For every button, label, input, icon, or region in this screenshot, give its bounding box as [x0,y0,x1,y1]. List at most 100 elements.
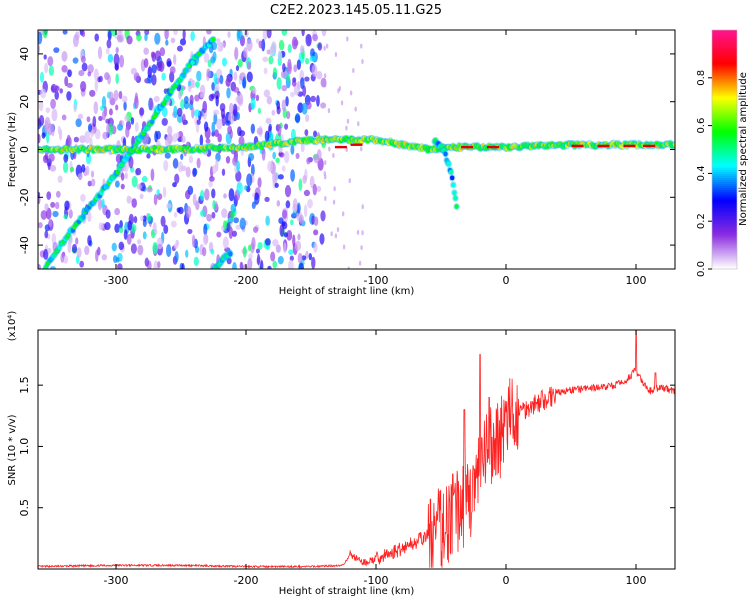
noise-blob [320,210,326,222]
noise-blob [291,79,297,87]
noise-blob [255,38,260,44]
noise-blob [173,30,178,36]
colorbar-band [712,251,737,254]
noise-blob [89,89,96,97]
noise-blob [47,122,53,136]
noise-blob [130,243,137,254]
noise-blob [357,121,360,127]
noise-blob [235,170,242,182]
noise-blob [73,136,80,143]
noise-blob [234,46,239,60]
colorbar-band [712,39,737,43]
noise-blob [40,88,47,99]
noise-blob [215,95,219,107]
noise-blob [113,53,120,67]
colorbar-band [712,179,737,182]
noise-blob [183,95,189,104]
noise-blob [212,164,217,174]
feature-peak [334,145,347,149]
noise-blob [306,101,312,110]
noise-blob [342,244,346,250]
noise-blob [361,230,364,236]
noise-blob [75,118,82,128]
noise-blob [239,217,246,230]
noise-blob [225,120,231,126]
colorbar-band [712,223,737,226]
noise-blob [93,68,99,81]
colorbar-band [712,77,737,81]
noise-blob [42,154,48,164]
noise-blob [51,108,58,122]
y-tick-label: 1.5 [18,376,31,394]
noise-blob [118,227,124,234]
feature-peak [623,144,636,148]
noise-blob [81,62,88,72]
noise-blob [334,233,338,239]
noise-blob [298,262,305,269]
noise-blob [233,86,240,93]
noise-blob [38,100,44,112]
colorbar-label: Normalized spectral amplitude [738,72,749,226]
noise-blob [172,158,179,169]
noise-blob [121,95,128,103]
noise-blob [319,233,325,245]
feature-peak [350,143,363,146]
noise-blob [261,147,266,161]
noise-blob [62,161,69,174]
noise-blob [244,185,248,191]
noise-blob [87,123,93,133]
noise-blob [230,203,237,214]
noise-blob [312,33,319,42]
noise-blob [170,37,176,44]
noise-blob [44,230,49,239]
feature-mark [452,190,457,196]
y-tick-label: -40 [18,236,31,254]
noise-blob [196,70,202,82]
noise-blob [126,233,132,245]
noise-blob [55,190,61,198]
noise-blob [246,173,253,187]
colorbar-band [712,193,737,196]
noise-blob [243,47,248,58]
colorbar-band [712,49,737,53]
noise-blob [98,222,104,231]
noise-blob [45,207,52,220]
x-tick-label: 0 [503,574,510,587]
noise-blob [333,186,336,192]
noise-blob [262,56,269,63]
noise-blob [105,209,111,219]
feature-mark [81,214,86,220]
feature-peak [571,144,584,148]
noise-blob [361,204,364,210]
noise-blob [294,240,302,252]
colorbar-band [712,119,737,123]
noise-blob [176,207,181,213]
noise-blob [91,178,96,187]
colorbar-band [712,189,737,192]
noise-blob [290,128,296,141]
noise-blob [125,125,130,138]
noise-blob [172,182,177,188]
noise-blob [149,97,154,110]
noise-blob [90,170,95,178]
noise-blob [222,236,229,249]
noise-blob [52,210,59,218]
colorbar-band [712,91,737,95]
noise-blob [38,31,43,45]
noise-blob [324,195,327,201]
noise-blob [313,153,320,164]
noise-blob [287,62,292,75]
noise-blob [151,74,157,86]
noise-blob [50,201,56,208]
noise-blob [107,30,112,41]
noise-blob [276,200,281,207]
colorbar-band [712,231,737,234]
noise-blob [118,90,123,100]
noise-blob [277,255,284,265]
noise-blob [106,123,110,134]
noise-blob [104,72,110,81]
feature-center-line [38,134,675,155]
colorbar-band [712,57,737,61]
noise-blob [133,216,138,224]
noise-blob [310,48,315,58]
